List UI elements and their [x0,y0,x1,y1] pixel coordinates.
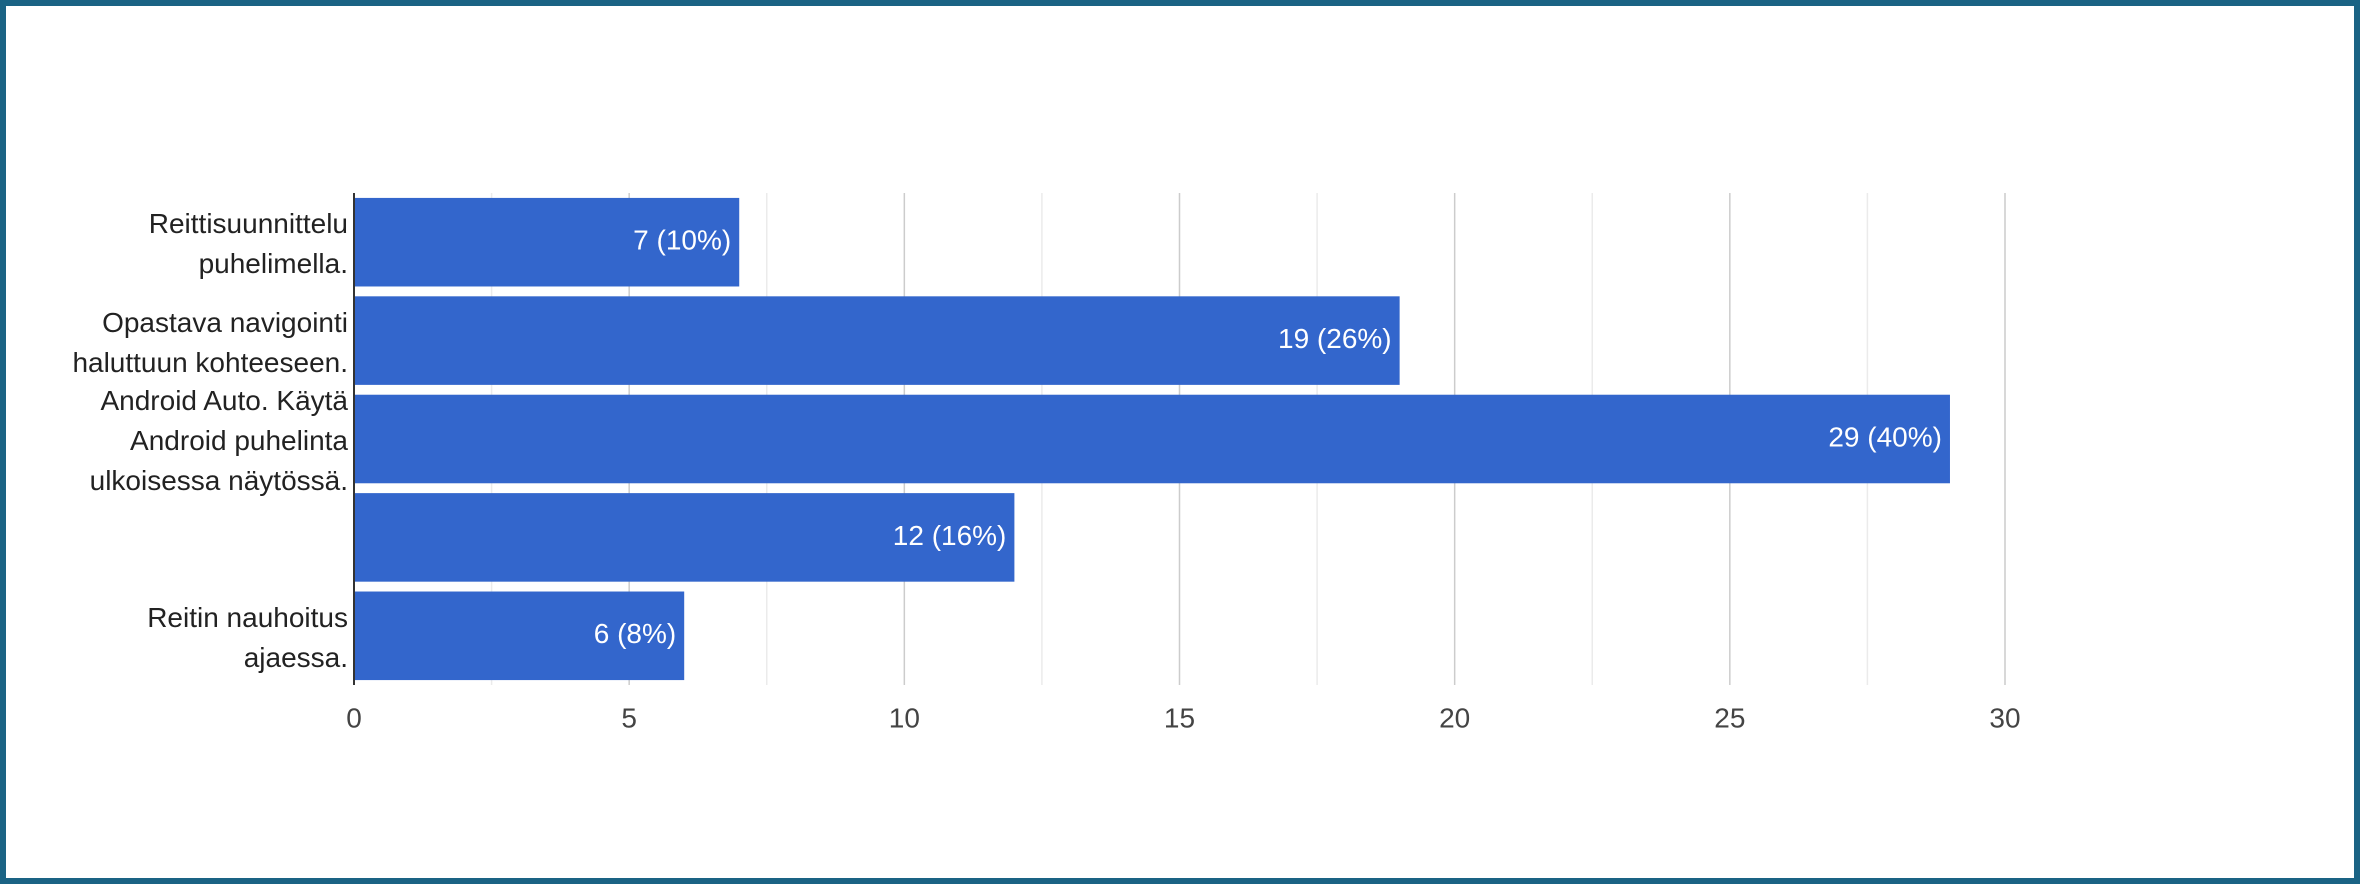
value-label: 12 (16%) [893,520,1007,551]
bar [354,197,740,287]
x-tick-label: 0 [346,702,362,733]
x-tick-label: 30 [1989,702,2020,733]
x-tick-label: 20 [1439,702,1470,733]
value-label: 7 (10%) [633,225,731,256]
x-tick-label: 10 [889,702,920,733]
y-tick-label: Opastava navigointi haluttuun kohteeseen… [72,306,348,378]
bar [354,493,1015,582]
bar [354,394,1950,484]
value-label: 29 (40%) [1828,421,1942,452]
y-tick-label: Reitin nauhoitus ajaessa. [147,601,348,673]
chart: 0 5 10 15 20 25 30 7 (10%) 19 (26%) 29 (40%) 12 (1… [346,193,2021,733]
bar [354,296,1400,385]
y-tick-label: Reittisuunnittelu puhelimella. [148,208,348,280]
y-tick-label: Android Auto. Käytä Android puhelinta ul… [89,385,348,496]
value-label: 19 (26%) [1278,323,1392,354]
x-tick-label: 5 [621,702,637,733]
bar [354,591,685,681]
x-tick-label: 25 [1714,702,1745,733]
x-tick-label: 15 [1164,702,1195,733]
value-label: 6 (8%) [594,618,676,649]
